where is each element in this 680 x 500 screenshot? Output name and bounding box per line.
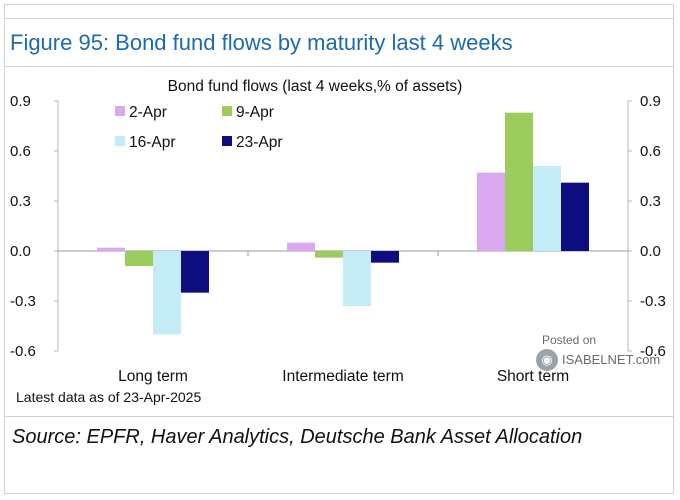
- figure-frame: [4, 4, 674, 494]
- bar-2-apr-intermediate-term: [287, 242, 315, 251]
- bar-23-apr-short-term: [561, 182, 589, 251]
- bar-9-apr-short-term: [505, 112, 533, 252]
- bar-2-apr-long-term: [97, 247, 125, 251]
- bar-16-apr-short-term: [533, 166, 561, 251]
- legend-swatch-23-apr: [222, 136, 232, 146]
- y-tick-label-right: 0.0: [640, 243, 661, 260]
- y-tick-label-left: 0.3: [10, 193, 31, 210]
- watermark-posted: Posted on: [542, 333, 597, 347]
- bar-23-apr-intermediate-term: [371, 251, 399, 263]
- y-tick-label-right: 0.3: [640, 193, 661, 210]
- bar-2-apr-short-term: [477, 172, 505, 251]
- watermark-site: ISABELNET.com: [562, 352, 661, 367]
- y-tick-label-left: -0.3: [10, 293, 36, 310]
- x-tick-label: Short term: [497, 368, 569, 385]
- y-tick-label-left: 0.0: [10, 243, 31, 260]
- bar-16-apr-intermediate-term: [343, 251, 371, 306]
- bar-9-apr-long-term: [125, 251, 153, 266]
- legend-label-16-apr: 16-Apr: [129, 134, 176, 151]
- bar-9-apr-intermediate-term: [315, 251, 343, 258]
- y-tick-label-left: 0.9: [10, 93, 31, 110]
- source-line: Source: EPFR, Haver Analytics, Deutsche …: [12, 426, 583, 448]
- y-tick-label-left: 0.6: [10, 143, 31, 160]
- legend-label-2-apr: 2-Apr: [129, 104, 167, 121]
- top-divider: [4, 18, 674, 19]
- legend-swatch-9-apr: [222, 106, 232, 116]
- figure-title: Figure 95: Bond fund flows by maturity l…: [10, 30, 513, 55]
- x-tick-label: Intermediate term: [282, 368, 403, 385]
- camera-icon: ◉: [536, 349, 558, 371]
- y-tick-label-right: -0.3: [640, 293, 666, 310]
- chart-title: Bond fund flows (last 4 weeks,% of asset…: [168, 78, 463, 95]
- legend-label-9-apr: 9-Apr: [236, 104, 274, 121]
- bar-23-apr-long-term: [181, 251, 209, 293]
- y-tick-label-left: -0.6: [10, 343, 36, 360]
- legend-swatch-2-apr: [115, 106, 125, 116]
- bar-16-apr-long-term: [153, 251, 181, 335]
- legend-label-23-apr: 23-Apr: [236, 134, 283, 151]
- data-date-note: Latest data as of 23-Apr-2025: [16, 389, 202, 405]
- bottom-divider: [4, 416, 674, 417]
- y-tick-label-right: 0.6: [640, 143, 661, 160]
- title-divider: [4, 66, 674, 67]
- y-tick-label-right: 0.9: [640, 93, 661, 110]
- y-tick-label-right: -0.6: [640, 343, 666, 360]
- x-tick-label: Long term: [118, 368, 188, 385]
- legend-swatch-16-apr: [115, 136, 125, 146]
